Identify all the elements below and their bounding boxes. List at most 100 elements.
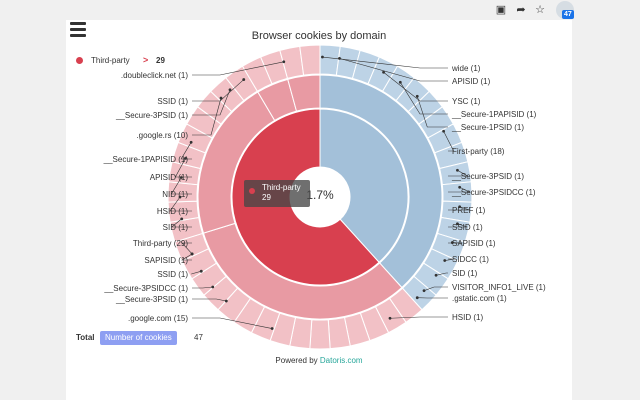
callout-leader-line	[443, 131, 455, 152]
callout-label: __Secure-1PAPISID (1)	[451, 110, 537, 119]
callout-leader-line	[170, 177, 192, 195]
callout-label: __Secure-3PSIDCC (1)	[103, 284, 188, 293]
callout-label: VISITOR_INFO1_LIVE (1)	[452, 283, 546, 292]
sunburst-segment-domain[interactable]	[287, 74, 321, 112]
callout-label: __Secure-3PSID (1)	[115, 111, 188, 120]
callout-leader-line	[448, 206, 470, 211]
callout-leader-line	[169, 196, 192, 212]
callout-anchor-dot	[199, 269, 203, 273]
callout-label: SID (1)	[452, 269, 478, 278]
callout-anchor-dot	[321, 55, 324, 59]
callout-label: First-party (18)	[452, 147, 505, 156]
callout-anchor-dot	[190, 252, 194, 256]
callout-label: Third-party (29)	[133, 239, 188, 248]
callout-anchor-dot	[422, 289, 426, 293]
extension-badge: 47	[562, 10, 574, 19]
callout-label: .google.com (15)	[128, 314, 188, 323]
callout-label: wide (1)	[451, 64, 481, 73]
breadcrumb-label[interactable]: Third-party	[91, 56, 130, 65]
callout-label: NID (1)	[162, 190, 188, 199]
center-percentage: 1.7%	[306, 188, 334, 202]
callout-label: SSID (1)	[452, 223, 483, 232]
callout-anchor-dot	[456, 222, 459, 226]
callout-anchor-dot	[219, 96, 223, 100]
tooltip-name: Third-party	[262, 183, 301, 192]
hamburger-line	[70, 34, 86, 37]
callout-leader-line	[181, 242, 193, 255]
callout-leader-line	[448, 186, 470, 193]
callout-label: .doubleclick.net (1)	[121, 71, 188, 80]
callout-anchor-dot	[388, 316, 392, 320]
breadcrumb-value: 29	[156, 56, 165, 65]
callout-leader-line	[170, 218, 192, 228]
callout-label: SAPISID (1)	[452, 239, 496, 248]
tab-cast-icon[interactable]: ▣	[495, 4, 507, 16]
callout-leader-line	[383, 72, 448, 102]
callout-label: APISID (1)	[452, 77, 491, 86]
sunburst-segment-cookie[interactable]	[299, 44, 321, 76]
callout-anchor-dot	[242, 78, 246, 81]
callout-leader-line	[192, 298, 227, 302]
callout-label: SSID (1)	[157, 270, 188, 279]
callout-anchor-dot	[456, 168, 459, 172]
powered-prefix: Powered by	[275, 356, 318, 365]
total-label: Total	[76, 333, 95, 342]
callout-anchor-dot	[434, 273, 438, 277]
callout-anchor-dot	[211, 285, 215, 289]
callout-label: HSID (1)	[157, 207, 188, 216]
callout-leader-line	[192, 286, 213, 289]
share-icon[interactable]: ➦	[516, 4, 526, 16]
callout-label: __Secure-1PSID (1)	[451, 123, 524, 132]
callout-label: HSID (1)	[452, 313, 483, 322]
callout-leader-line	[322, 56, 448, 69]
callout-leader-line	[181, 253, 193, 261]
chart-tooltip: Third-party 29	[244, 180, 310, 207]
callout-leader-line	[448, 223, 468, 228]
callout-anchor-dot	[442, 129, 446, 133]
callout-label: PREF (1)	[452, 206, 486, 215]
callout-leader-line	[435, 272, 448, 276]
sunburst-segment-cookie[interactable]	[309, 319, 331, 350]
callout-anchor-dot	[270, 327, 274, 330]
callout-anchor-dot	[443, 259, 447, 262]
sunburst-segment-first-party[interactable]	[319, 108, 409, 263]
hamburger-line	[70, 28, 86, 31]
callout-anchor-dot	[224, 299, 228, 303]
sunburst-segment-third-party[interactable]	[231, 108, 380, 286]
callout-leader-line	[191, 270, 202, 275]
star-icon[interactable]: ☆	[535, 4, 545, 16]
callout-label: .gstatic.com (1)	[452, 294, 507, 303]
callout-leader-line	[174, 158, 192, 178]
callout-label: __Secure-3PSIDCC (1)	[451, 188, 536, 197]
datoris-link[interactable]: Datoris.com	[319, 356, 363, 365]
callout-anchor-dot	[415, 296, 419, 300]
callout-leader-line	[192, 79, 244, 102]
callout-leader-line	[180, 142, 192, 160]
callout-anchor-dot	[228, 88, 232, 92]
callout-leader-line	[389, 316, 448, 319]
callout-anchor-dot	[458, 205, 462, 209]
callout-label: __Secure-3PSID (1)	[451, 172, 524, 181]
chart-title: Browser cookies by domain	[251, 30, 387, 42]
callout-anchor-dot	[178, 195, 182, 199]
hamburger-line	[70, 22, 86, 25]
callout-anchor-dot	[458, 185, 462, 189]
callout-leader-line	[400, 82, 448, 115]
metric-selector-chip[interactable]: Number of cookies	[100, 331, 177, 345]
callout-leader-line	[192, 89, 231, 116]
callout-label: SIDCC (1)	[452, 255, 489, 264]
callout-label: YSC (1)	[452, 97, 481, 106]
callout-anchor-dot	[338, 56, 341, 60]
callout-anchor-dot	[282, 60, 286, 64]
callout-leader-line	[448, 170, 469, 177]
callout-leader-line	[444, 258, 455, 261]
hamburger-icon[interactable]	[70, 22, 86, 38]
callout-label: __Secure-1PAPISID (1)	[103, 155, 189, 164]
callout-label: SID (1)	[163, 223, 189, 232]
callout-label: APISID (1)	[150, 173, 189, 182]
callout-label: __Secure-3PSID (1)	[115, 295, 188, 304]
tooltip-color-dot	[249, 188, 255, 194]
callout-anchor-dot	[398, 80, 402, 84]
powered-by: Powered by Datoris.com	[66, 356, 572, 365]
